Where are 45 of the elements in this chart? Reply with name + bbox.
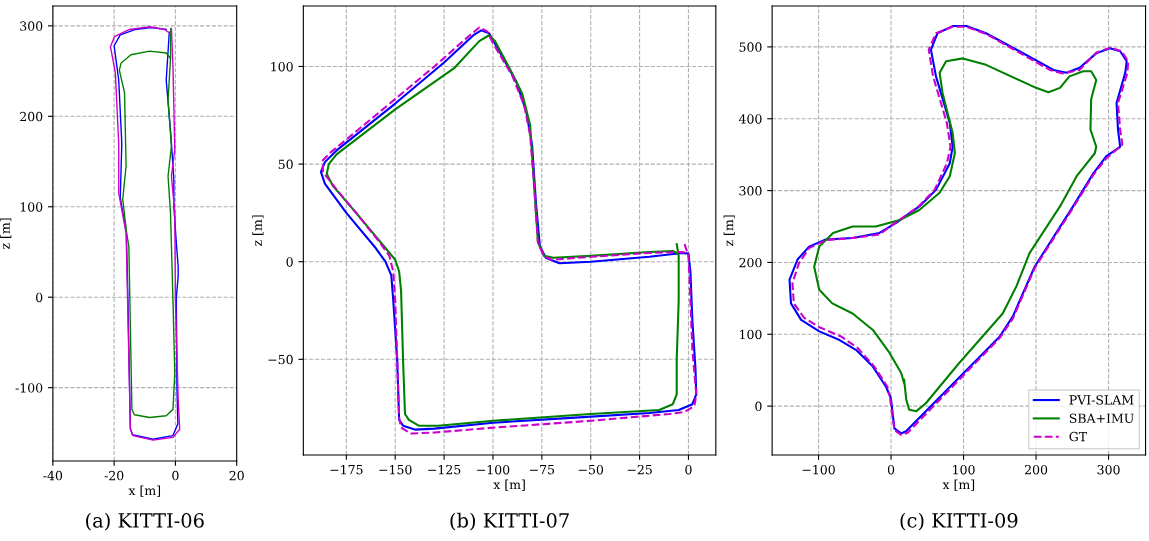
x-tick-label: -40 <box>43 470 63 481</box>
x-tick-label: −175 <box>330 464 363 475</box>
y-axis-title: z [m] <box>723 215 735 247</box>
legend-label: SBA+IMU <box>1069 413 1134 423</box>
text: (a) KITTI-06 <box>86 512 204 531</box>
x-tick-label: 20 <box>229 470 244 481</box>
x-tick-label: 300 <box>1097 464 1120 475</box>
x-tick-label: −100 <box>477 464 510 475</box>
y-tick-label: 0 <box>755 401 762 412</box>
x-tick-label: 200 <box>1024 464 1048 475</box>
y-tick-label: 100 <box>740 329 762 340</box>
x-tick-label: 0 <box>887 464 895 475</box>
y-axis-title: z [m] <box>0 218 12 250</box>
text: (c) KITTI-09 <box>900 512 1018 531</box>
y-tick-label: -100 <box>15 383 43 393</box>
y-axis-title: z [m] <box>252 215 264 247</box>
y-tick-label: 200 <box>739 257 762 268</box>
x-tick-label: −125 <box>428 464 461 475</box>
y-tick-label: 0 <box>36 292 43 303</box>
legend-label: GT <box>1069 431 1087 442</box>
y-tick-label: 400 <box>738 114 762 124</box>
y-tick-label: 100 <box>20 202 43 212</box>
y-tick-label: 200 <box>20 111 43 122</box>
x-tick-label: −25 <box>627 464 652 475</box>
y-tick-label: 300 <box>739 186 762 196</box>
x-tick-label: -20 <box>104 470 124 481</box>
x-tick-label: −100 <box>802 464 835 475</box>
x-tick-label: −150 <box>379 464 412 475</box>
x-tick-label: 0 <box>685 464 692 475</box>
x-tick-label: 100 <box>953 464 975 475</box>
y-tick-label: 0 <box>286 257 293 267</box>
y-tick-label: 100 <box>271 61 293 72</box>
y-tick-label: 300 <box>20 21 43 31</box>
x-axis-title: x [m] <box>128 485 161 497</box>
x-axis-title: x [m] <box>942 479 975 491</box>
x-tick-label: −75 <box>529 465 555 475</box>
y-tick-label: 500 <box>739 42 762 52</box>
legend-label: PVI-SLAM <box>1069 395 1134 405</box>
x-tick-label: −50 <box>578 464 604 475</box>
y-tick-label: 50 <box>278 159 293 170</box>
x-tick-label: 0 <box>172 470 179 481</box>
y-tick-label: −50 <box>268 354 293 365</box>
x-axis-title: x [m] <box>493 479 525 491</box>
line-series <box>118 27 176 419</box>
text: (b) KITTI-07 <box>450 512 569 531</box>
